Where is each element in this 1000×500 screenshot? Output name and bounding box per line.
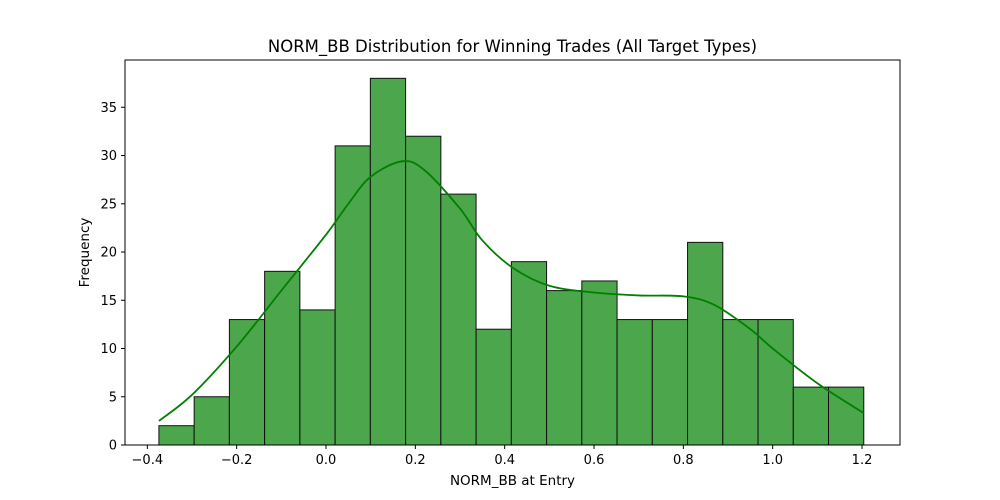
- y-tick-label: 5: [109, 390, 117, 405]
- y-axis-ticks: 0 5 10 15 20 25 30 35: [100, 101, 125, 454]
- histogram-bar: [264, 270, 301, 446]
- y-tick-label: 20: [100, 246, 117, 261]
- histogram-bar: [616, 319, 653, 446]
- histogram-bar: [757, 319, 794, 446]
- x-tick-label: 1.2: [852, 453, 873, 468]
- x-tick-label: −0.2: [221, 453, 253, 468]
- histogram-bar: [193, 396, 230, 446]
- x-tick-label: 0.2: [405, 453, 426, 468]
- histogram-bar: [228, 319, 266, 446]
- x-tick-label: 0.4: [494, 453, 515, 468]
- bars-layer: [158, 77, 865, 446]
- histogram-bar: [440, 193, 477, 446]
- x-axis-label: NORM_BB at Entry: [450, 473, 575, 489]
- y-tick-label: 10: [100, 342, 117, 357]
- y-tick-label: 0: [109, 439, 117, 454]
- kde-curve: [158, 160, 865, 422]
- histogram-bar: [651, 319, 689, 446]
- kde-layer: [158, 160, 865, 422]
- histogram-bar: [792, 386, 830, 446]
- histogram-bar: [546, 290, 583, 446]
- histogram-bar: [369, 77, 407, 446]
- histogram-bar: [510, 261, 548, 446]
- histogram-bar: [828, 386, 865, 446]
- y-tick-label: 30: [100, 149, 117, 164]
- histogram-bar: [475, 328, 512, 446]
- x-axis-ticks: −0.4 −0.2 0.0 0.2 0.4 0.6 0.8 1.0 1.2: [132, 445, 873, 468]
- x-tick-label: 0.6: [584, 453, 605, 468]
- histogram-bar: [581, 280, 618, 446]
- histogram-bar: [687, 241, 724, 446]
- histogram-bar: [334, 145, 371, 446]
- histogram-bar: [299, 309, 336, 446]
- y-tick-label: 35: [100, 101, 117, 116]
- histogram-bar: [158, 425, 195, 446]
- y-tick-label: 15: [100, 294, 117, 309]
- y-axis-label: Frequency: [77, 218, 93, 288]
- y-tick-label: 25: [100, 197, 117, 212]
- histogram-bar: [722, 319, 759, 446]
- x-tick-label: 0.8: [673, 453, 694, 468]
- chart-title: NORM_BB Distribution for Winning Trades …: [268, 37, 757, 57]
- x-tick-label: 0.0: [316, 453, 337, 468]
- histogram-bar: [405, 135, 442, 446]
- x-tick-label: 1.0: [762, 453, 783, 468]
- x-tick-label: −0.4: [132, 453, 164, 468]
